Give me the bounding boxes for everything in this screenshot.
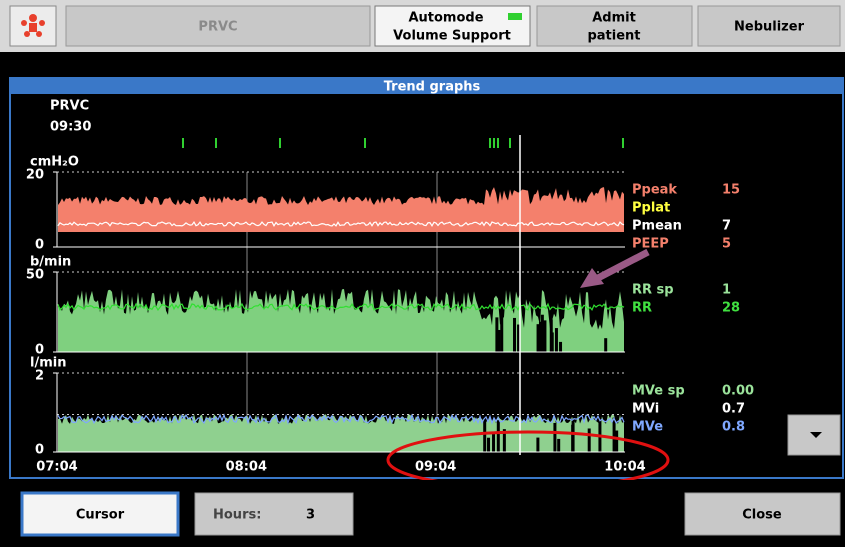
trend-gap xyxy=(554,328,558,352)
readout-value: 0.8 xyxy=(722,420,745,435)
y-tick-label: 0 xyxy=(35,343,44,358)
time-label: 10:04 xyxy=(604,460,645,475)
readout-value: 1 xyxy=(722,283,731,298)
hours-value: 3 xyxy=(306,508,315,523)
readout-value: 5 xyxy=(722,237,731,252)
y-tick-label: 0 xyxy=(35,238,44,253)
automode-button[interactable] xyxy=(374,5,531,47)
automode-indicator xyxy=(508,13,522,20)
trend-area xyxy=(58,289,624,352)
nebulizer-label: Nebulizer xyxy=(734,20,805,35)
trend-gap xyxy=(553,422,557,452)
trend-gap xyxy=(559,341,563,352)
nebulizer-button[interactable] xyxy=(697,5,841,47)
trend-line xyxy=(57,413,625,425)
trend-gap xyxy=(557,438,561,452)
close-label: Close xyxy=(742,508,782,523)
trend-gap xyxy=(604,338,608,352)
cursor-button[interactable] xyxy=(20,491,180,537)
trend-gap xyxy=(502,429,506,452)
trend-gap xyxy=(543,320,547,352)
y-tick-label: 2 xyxy=(35,369,44,384)
trend-gap xyxy=(517,324,521,352)
trend-line xyxy=(57,302,625,312)
panel-title: Trend graphs xyxy=(384,80,481,95)
mode-button[interactable] xyxy=(65,5,371,47)
readout-name: RR sp xyxy=(632,283,674,298)
annotation-arrow xyxy=(596,248,650,282)
mode-button-label: PRVC xyxy=(198,20,237,35)
trend-panel xyxy=(9,77,844,479)
y-tick-label: 0 xyxy=(35,443,44,458)
logo-button[interactable] xyxy=(9,5,57,47)
readout-value: 0.00 xyxy=(722,384,754,399)
trend-gap xyxy=(500,314,504,352)
automode-label: Automode xyxy=(408,11,483,26)
hours-label: Hours: xyxy=(213,508,261,523)
panel-time: 09:30 xyxy=(50,120,91,135)
readout-value: 7 xyxy=(722,219,731,234)
trend-gap xyxy=(536,437,540,452)
logo-icon xyxy=(21,14,45,37)
trend-area xyxy=(58,414,624,452)
admit-label: patient xyxy=(587,29,640,44)
readout-name: MVe xyxy=(632,420,663,435)
panel-title-bar xyxy=(10,78,843,94)
hours-button[interactable] xyxy=(194,492,354,536)
readout-name: MVe sp xyxy=(632,384,685,399)
readout-name: Pplat xyxy=(632,201,670,216)
trend-gap xyxy=(571,418,575,452)
trend-gap xyxy=(495,317,499,352)
readout-value: 28 xyxy=(722,301,740,316)
time-label: 08:04 xyxy=(226,460,267,475)
unit-label: cmH₂O xyxy=(30,155,79,170)
trend-gap xyxy=(538,321,542,352)
readout-name: Pmean xyxy=(632,219,682,234)
trend-area xyxy=(58,187,624,232)
event-markers xyxy=(182,138,624,148)
y-tick-label: 20 xyxy=(26,168,44,183)
annotation-arrowhead xyxy=(580,268,604,288)
trend-gap xyxy=(497,329,501,352)
time-label: 07:04 xyxy=(36,460,77,475)
close-button[interactable] xyxy=(684,492,841,536)
trend-gap xyxy=(615,430,619,452)
scroll-down-icon xyxy=(810,432,822,438)
trend-gap xyxy=(540,314,544,352)
trend-gap xyxy=(513,317,517,352)
trend-gap xyxy=(487,437,491,452)
trend-gap xyxy=(549,319,553,352)
automode-label: Volume Support xyxy=(393,29,511,44)
trend-gap xyxy=(492,432,496,452)
readout-value: 0.7 xyxy=(722,402,745,417)
readout-name: RR xyxy=(632,301,652,316)
trend-gap xyxy=(536,324,540,352)
trend-line xyxy=(57,221,625,227)
unit-label: l/min xyxy=(30,356,66,371)
trend-gap xyxy=(612,417,616,452)
trend-gap xyxy=(587,428,591,452)
trend-gap xyxy=(598,415,602,452)
admit-label: Admit xyxy=(592,11,636,26)
readout-name: Ppeak xyxy=(632,183,677,198)
panel-mode: PRVC xyxy=(50,99,89,114)
trend-gap xyxy=(483,418,487,452)
trend-gap xyxy=(496,420,500,452)
cursor-label: Cursor xyxy=(76,508,125,523)
time-label: 09:04 xyxy=(415,460,456,475)
admit-button[interactable] xyxy=(536,5,693,47)
readout-name: MVi xyxy=(632,402,659,417)
readout-name: PEEP xyxy=(632,237,669,252)
readout-value: 15 xyxy=(722,183,740,198)
unit-label: b/min xyxy=(30,255,71,270)
y-tick-label: 50 xyxy=(26,268,44,283)
